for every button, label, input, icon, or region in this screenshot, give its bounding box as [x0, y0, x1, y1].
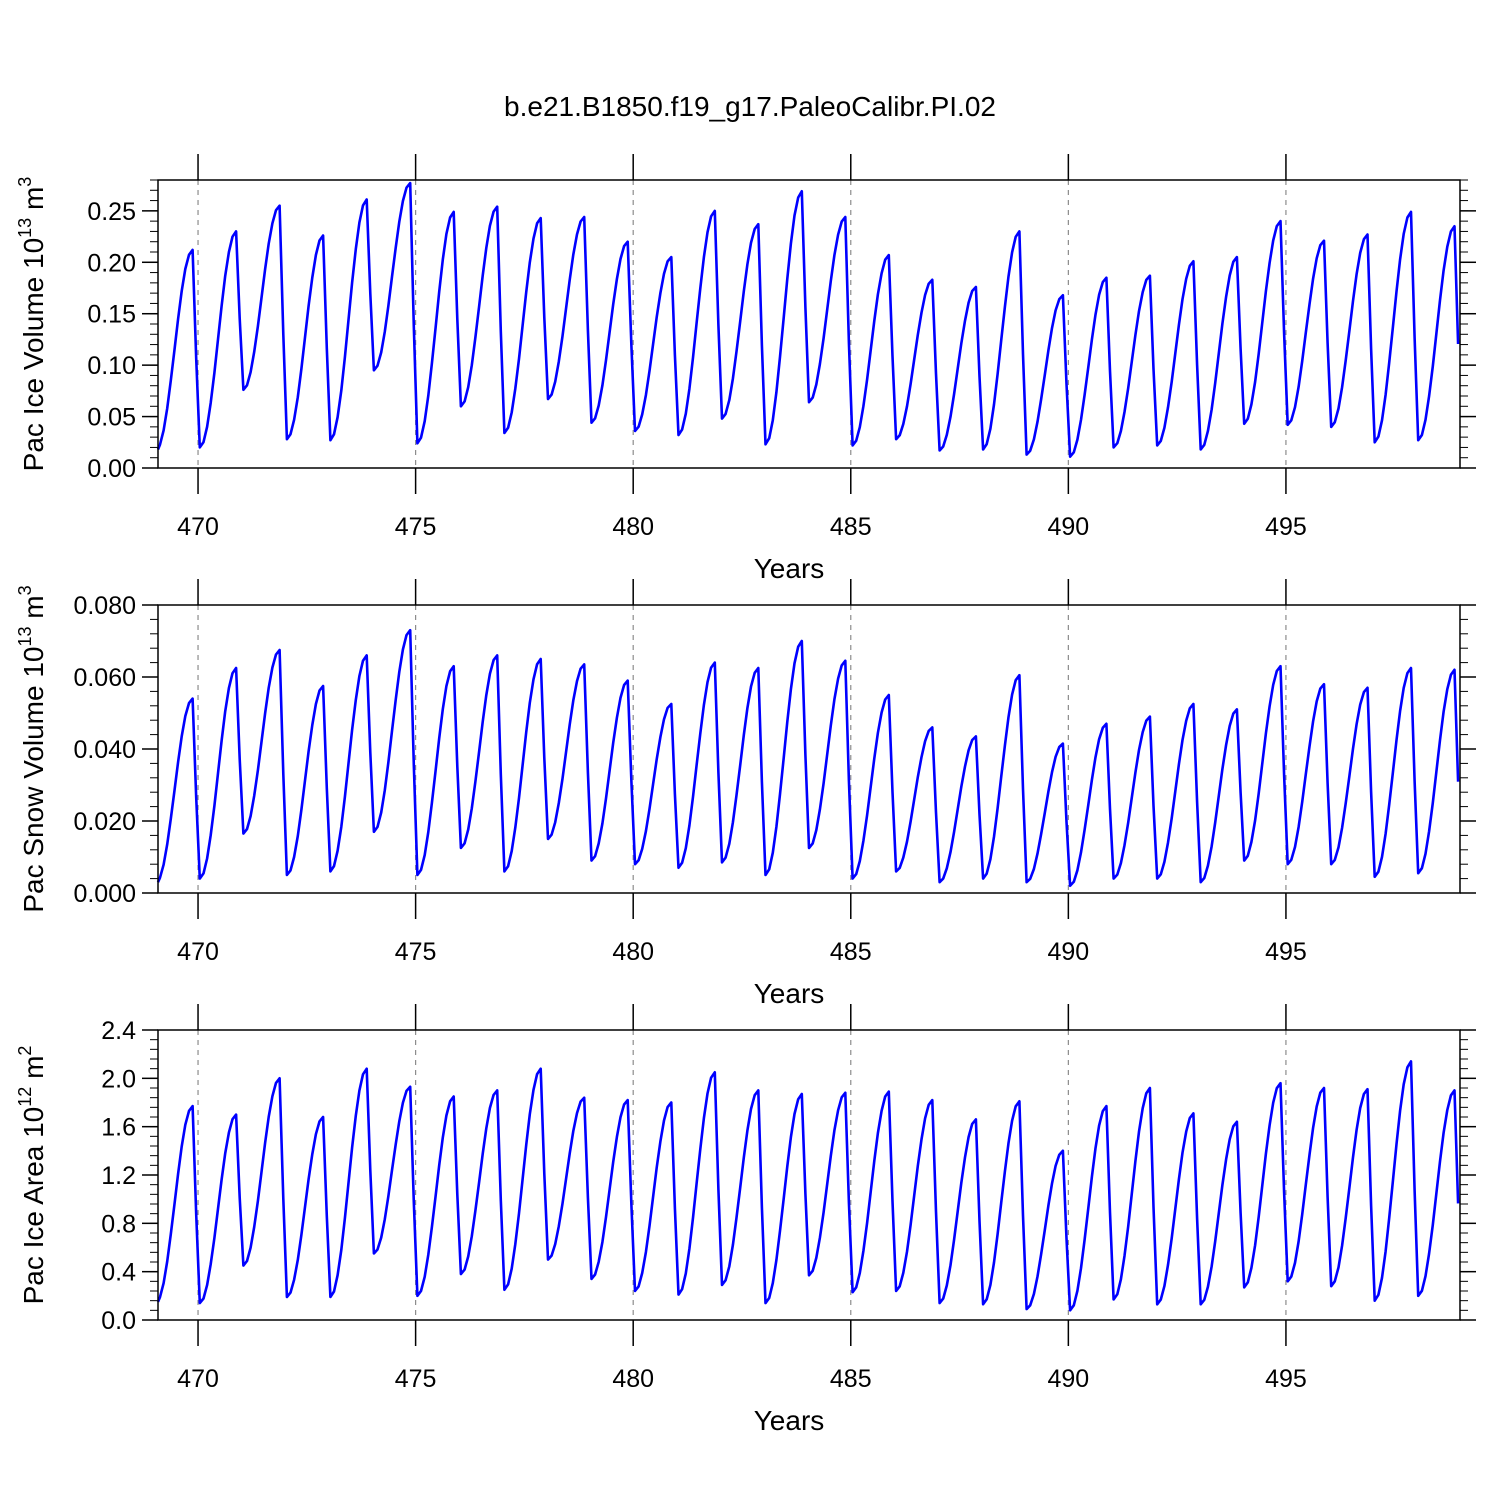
y-tick-label: 0.00 [87, 455, 136, 483]
x-tick-label: 485 [830, 938, 872, 966]
y-tick-label: 0.000 [73, 880, 136, 908]
x-tick-label: 480 [612, 513, 654, 541]
y-axis-label-text: Pac Ice Volume 10 [18, 238, 49, 471]
x-tick-label: 470 [177, 1365, 219, 1393]
x-tick-label: 495 [1265, 1365, 1307, 1393]
y-tick-label: 0.25 [87, 198, 136, 226]
chart-panel-2: 0.000 0.020 0.040 0.060 0.080 470 475 480 485 490… [15, 579, 1476, 1009]
y-tick-label: 0.10 [87, 352, 136, 380]
y-axis-label-exponent: 12 [15, 1087, 35, 1107]
y-axis-label-text: m [18, 595, 49, 626]
y-axis-label-exponent: 3 [15, 177, 35, 187]
y-axis-label-exponent: 2 [15, 1046, 35, 1056]
y-tick-label: 0.20 [87, 249, 136, 277]
y-tick-label: 1.6 [101, 1114, 136, 1142]
x-tick-label: 490 [1047, 513, 1089, 541]
y-axis-label-text: Pac Snow Volume 10 [18, 646, 49, 912]
x-axis-label: Years [754, 978, 825, 1009]
x-tick-label: 480 [612, 1365, 654, 1393]
x-axis-label: Years [754, 1405, 825, 1436]
x-tick-label: 475 [395, 938, 437, 966]
x-tick-label: 495 [1265, 513, 1307, 541]
y-tick-label: 2.0 [101, 1065, 136, 1093]
x-axis-label: Years [754, 553, 825, 584]
x-tick-label: 480 [612, 938, 654, 966]
y-tick-label: 0.05 [87, 404, 136, 432]
x-tick-label: 490 [1047, 1365, 1089, 1393]
chart-title: b.e21.B1850.f19_g17.PaleoCalibr.PI.02 [504, 91, 996, 122]
y-tick-label: 0.040 [73, 736, 136, 764]
y-axis-label-text: m [18, 1056, 49, 1087]
x-tick-label: 495 [1265, 938, 1307, 966]
x-tick-label: 485 [830, 513, 872, 541]
chart-panel-1: 0.00 0.05 0.10 0.15 0.20 0.25 470 475 480 485 490 4… [15, 154, 1476, 584]
y-tick-label: 2.4 [101, 1017, 136, 1045]
y-axis-label-text: Pac Ice Area 10 [18, 1107, 49, 1305]
x-tick-label: 490 [1047, 938, 1089, 966]
data-series-line [156, 1060, 1460, 1312]
y-tick-label: 0.060 [73, 664, 136, 692]
y-axis-label: Pac Ice Area 1012 m2 [15, 1046, 49, 1305]
y-tick-label: 0.4 [101, 1259, 136, 1287]
y-tick-label: 0.020 [73, 808, 136, 836]
plot-frame [157, 179, 1461, 469]
chart-panel-3: 0.0 0.4 0.8 1.2 1.6 2.0 2.4 470 475 480 485 490 495 Y… [15, 1004, 1476, 1436]
y-tick-label: 0.080 [73, 592, 136, 620]
plot-frame [157, 1029, 1461, 1321]
data-series-line [156, 628, 1460, 888]
data-series-line [156, 181, 1460, 459]
x-tick-label: 475 [395, 513, 437, 541]
x-tick-label: 485 [830, 1365, 872, 1393]
y-axis-label: Pac Ice Volume 1013 m3 [15, 177, 49, 472]
y-axis-label-text: m [18, 187, 49, 218]
y-axis-label-exponent: 13 [15, 626, 35, 646]
y-tick-label: 0.0 [101, 1307, 136, 1335]
x-tick-label: 475 [395, 1365, 437, 1393]
y-tick-label: 0.8 [101, 1210, 136, 1238]
x-tick-label: 470 [177, 513, 219, 541]
y-axis-label: Pac Snow Volume 1013 m3 [15, 585, 49, 912]
y-tick-label: 0.15 [87, 301, 136, 329]
y-tick-label: 1.2 [101, 1162, 136, 1190]
plot-frame [157, 604, 1461, 894]
x-tick-label: 470 [177, 938, 219, 966]
y-axis-label-exponent: 3 [15, 585, 35, 595]
y-axis-label-exponent: 13 [15, 218, 35, 238]
